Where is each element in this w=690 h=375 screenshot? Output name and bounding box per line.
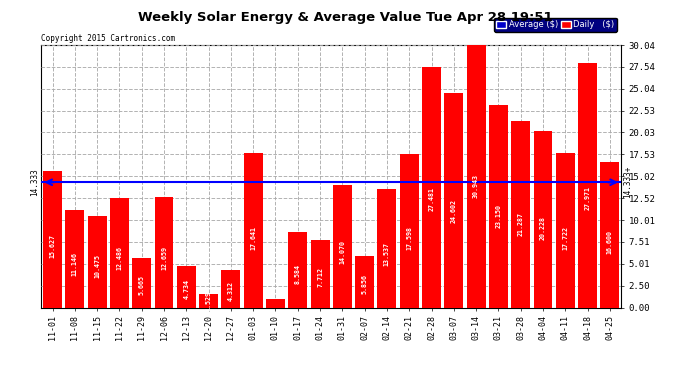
Bar [511,122,530,308]
Text: 12.659: 12.659 [161,246,167,270]
Text: 1.529: 1.529 [206,291,212,312]
Text: 16.600: 16.600 [607,230,613,254]
Bar [288,232,307,308]
Bar [400,154,419,308]
Bar [578,63,597,308]
Bar [244,153,263,308]
Bar [600,162,620,308]
Bar [556,153,575,308]
Text: 13.537: 13.537 [384,242,390,266]
Bar [199,294,218,307]
Bar [244,153,263,308]
Text: 11.146: 11.146 [72,252,78,276]
Bar [132,258,151,308]
Bar [66,210,84,308]
Legend: Average ($), Daily   ($): Average ($), Daily ($) [494,18,617,32]
Bar [333,184,352,308]
Bar [466,37,486,308]
Bar [110,198,129,308]
Bar [377,189,396,308]
Bar [266,299,285,307]
Bar [43,171,62,308]
Text: 10.475: 10.475 [94,254,100,278]
Bar [444,93,463,308]
Bar [444,93,463,308]
Text: 23.150: 23.150 [495,204,502,228]
Bar [88,216,106,308]
Bar [310,240,330,308]
Bar [66,210,84,308]
Bar [199,294,218,307]
Text: 17.598: 17.598 [406,226,412,250]
Bar [333,184,352,308]
Bar [110,198,129,308]
Bar [400,154,419,308]
Bar [489,105,508,308]
Bar [155,197,173,308]
Bar [43,171,62,308]
Text: 17.641: 17.641 [250,226,256,250]
Bar [422,68,441,308]
Text: 14.333: 14.333 [30,168,39,196]
Bar [600,162,620,308]
Text: 27.971: 27.971 [584,186,591,210]
Bar [266,299,285,307]
Bar [155,197,173,308]
Bar [377,189,396,308]
Text: 30.943: 30.943 [473,174,479,198]
Text: 21.287: 21.287 [518,212,524,236]
Bar [88,216,106,308]
Text: 14.333+: 14.333+ [623,166,632,198]
Text: 14.070: 14.070 [339,240,346,264]
Text: 20.228: 20.228 [540,216,546,240]
Bar [511,122,530,308]
Text: 7.712: 7.712 [317,267,323,287]
Bar [310,240,330,308]
Bar [288,232,307,308]
Text: 12.486: 12.486 [117,246,122,270]
Bar [177,266,196,308]
Text: 24.602: 24.602 [451,199,457,223]
Bar [556,153,575,308]
Bar [533,131,553,308]
Bar [355,256,374,307]
Bar [355,256,374,307]
Bar [489,105,508,308]
Bar [466,37,486,308]
Text: 8.584: 8.584 [295,264,301,284]
Text: 4.312: 4.312 [228,280,234,300]
Bar [177,266,196,308]
Text: Copyright 2015 Cartronics.com: Copyright 2015 Cartronics.com [41,34,175,43]
Text: Weekly Solar Energy & Average Value Tue Apr 28 19:51: Weekly Solar Energy & Average Value Tue … [138,11,552,24]
Bar [533,131,553,308]
Bar [422,68,441,308]
Bar [221,270,240,308]
Text: 5.665: 5.665 [139,275,145,295]
Bar [221,270,240,308]
Text: 5.856: 5.856 [362,274,368,294]
Bar [132,258,151,308]
Text: 27.481: 27.481 [428,188,435,211]
Bar [578,63,597,308]
Text: 4.734: 4.734 [184,279,189,299]
Text: 15.627: 15.627 [50,234,56,258]
Text: 17.722: 17.722 [562,226,569,250]
